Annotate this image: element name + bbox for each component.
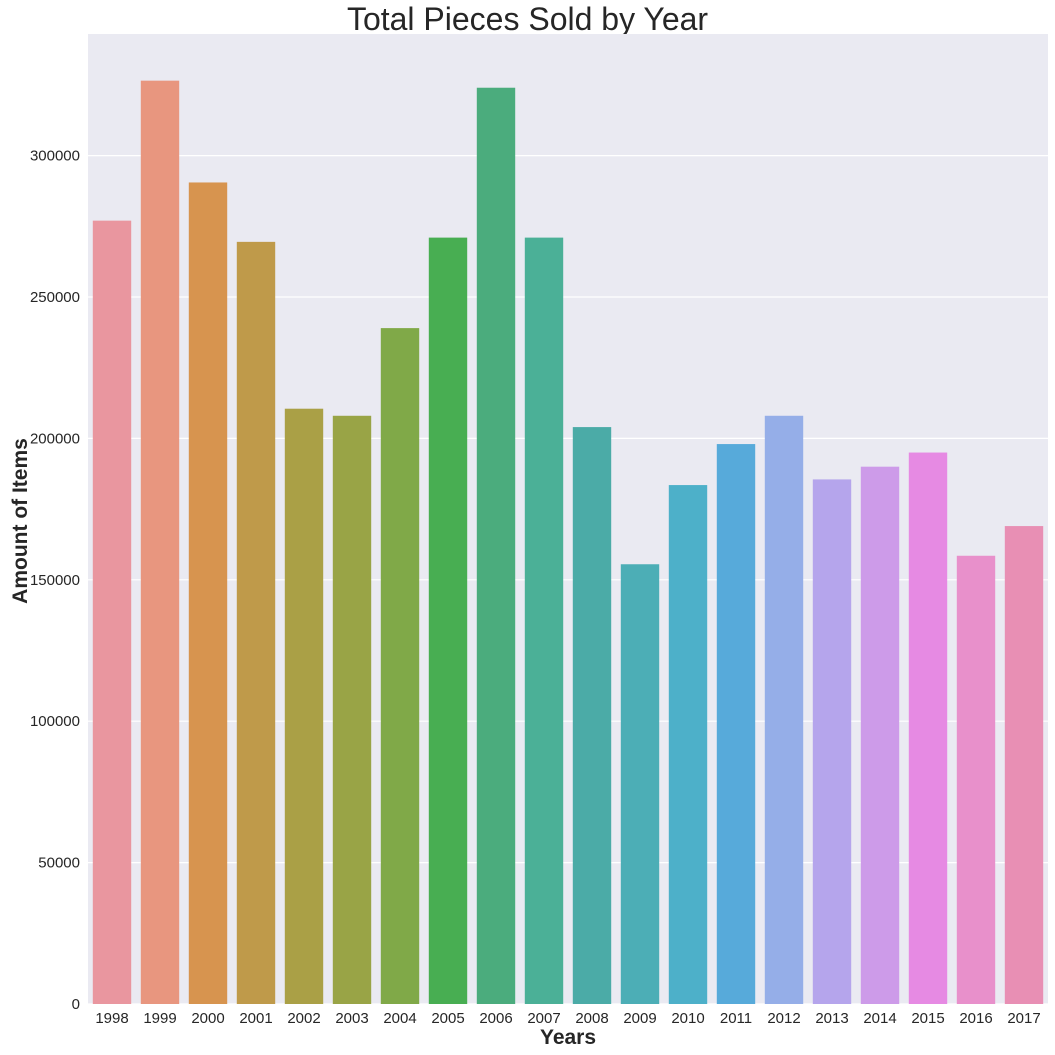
bar-2017 [1004,526,1044,1004]
y-axis-label: Amount of Items [9,438,32,604]
bar-2011 [716,444,756,1004]
bar-2013 [812,479,852,1004]
y-tick-label: 200000 [30,430,80,447]
bar-2002 [284,408,324,1004]
bar-2003 [332,415,372,1004]
x-tick-label: 2003 [335,1010,368,1027]
x-tick-label: 2008 [575,1010,608,1027]
x-tick-label: 2017 [1007,1010,1040,1027]
x-axis-ticks: 1998 1999 2000 2001 2002 2003 2004 2005 2006 2007… [95,1010,1040,1027]
bar-2008 [572,427,612,1004]
bar-1998 [92,220,132,1005]
bar-2000 [188,182,228,1005]
x-tick-label: 2000 [191,1010,224,1027]
plot-background [88,34,1048,1004]
y-tick-label: 300000 [30,148,80,165]
bar-2015 [908,452,948,1005]
x-tick-label: 1999 [143,1010,176,1027]
x-axis-label: Years [540,1026,596,1049]
bar-1999 [140,80,180,1004]
x-tick-label: 2015 [911,1010,944,1027]
bar-2006 [476,87,516,1004]
x-tick-label: 2004 [383,1010,416,1027]
x-tick-label: 2006 [479,1010,512,1027]
bars [92,80,1044,1005]
x-tick-label: 1998 [95,1010,128,1027]
x-tick-label: 2009 [623,1010,656,1027]
y-tick-label: 100000 [30,713,80,730]
bar-2009 [620,564,660,1004]
bar-2004 [380,328,420,1004]
x-tick-label: 2013 [815,1010,848,1027]
x-tick-label: 2010 [671,1010,704,1027]
x-tick-label: 2002 [287,1010,320,1027]
bar-2014 [860,466,900,1004]
bar-2016 [956,555,996,1004]
bar-2007 [524,237,564,1004]
x-tick-label: 2012 [767,1010,800,1027]
x-tick-label: 2005 [431,1010,464,1027]
y-tick-label: 250000 [30,289,80,306]
chart-title: Total Pieces Sold by Year [346,1,709,37]
y-axis-ticks: 0 50000 100000 150000 200000 250000 300000 [30,148,80,1013]
bar-2010 [668,485,708,1004]
bar-2012 [764,415,804,1004]
x-tick-label: 2011 [720,1010,752,1027]
x-tick-label: 2016 [959,1010,992,1027]
bar-2001 [236,241,276,1004]
x-tick-label: 2001 [239,1010,272,1027]
y-tick-label: 150000 [30,572,80,589]
x-tick-label: 2014 [863,1010,896,1027]
bar-2005 [428,237,468,1004]
y-tick-label: 50000 [38,855,80,872]
y-tick-label: 0 [72,996,80,1013]
x-tick-label: 2007 [527,1010,560,1027]
